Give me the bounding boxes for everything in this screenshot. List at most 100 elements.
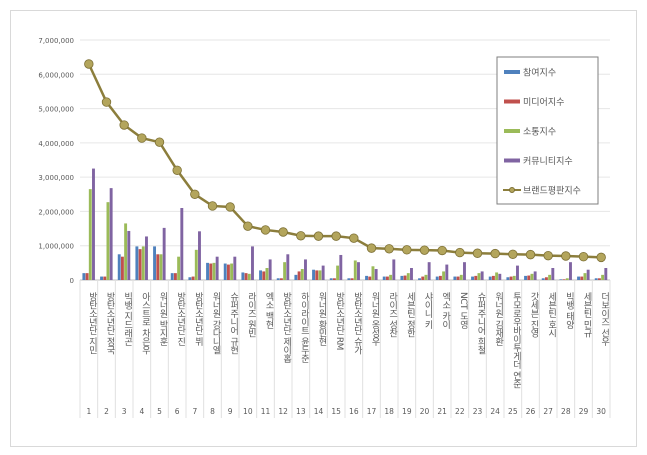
y-tick-label: 3,000,000 <box>38 174 74 182</box>
y-tick-label: 1,000,000 <box>38 243 74 251</box>
bar-소통지수 <box>88 189 92 280</box>
bar-커뮤니티지수 <box>304 259 307 280</box>
x-rank-label: 12 <box>278 407 288 416</box>
y-tick-label: 7,000,000 <box>38 37 74 45</box>
bar-미디어지수 <box>562 279 566 280</box>
x-rank-label: 25 <box>508 407 518 416</box>
bar-참여지수 <box>365 275 368 280</box>
bar-소통지수 <box>495 272 499 280</box>
line-point <box>172 165 182 175</box>
bar-참여지수 <box>82 273 86 280</box>
legend-swatch <box>504 99 520 104</box>
x-rank-label: 21 <box>437 407 447 416</box>
bar-소통지수 <box>583 273 587 280</box>
bar-소통지수 <box>283 262 287 280</box>
y-tick-label: 4,000,000 <box>38 140 74 148</box>
bar-미디어지수 <box>421 276 425 280</box>
line-point <box>154 137 165 147</box>
bar-미디어지수 <box>438 275 442 280</box>
bar-미디어지수 <box>332 278 336 280</box>
x-category-label: 샤이니 키 <box>423 292 433 330</box>
x-rank-label: 8 <box>210 407 215 416</box>
bar-미디어지수 <box>527 275 531 280</box>
x-rank-label: 5 <box>157 407 162 416</box>
line-point <box>101 97 112 107</box>
x-category-label: 방탄소년단 지민 <box>87 292 97 354</box>
x-category-label: 방탄소년단 정국 <box>105 292 115 355</box>
bar-소통지수 <box>389 274 393 280</box>
bar-미디어지수 <box>138 249 142 280</box>
bar-참여지수 <box>488 276 492 280</box>
bar-커뮤니티지수 <box>321 265 325 280</box>
legend-swatch <box>504 158 520 163</box>
bar-미디어지수 <box>544 277 548 280</box>
x-rank-label: 22 <box>455 407 465 416</box>
x-category-label: 엑소 카이 <box>440 291 450 330</box>
bar-커뮤니티지수 <box>286 254 290 280</box>
bar-소통지수 <box>442 271 446 280</box>
bar-커뮤니티지수 <box>374 269 378 280</box>
bar-소통지수 <box>318 270 322 280</box>
bar-미디어지수 <box>209 263 213 280</box>
bar-미디어지수 <box>315 270 319 280</box>
x-rank-label: 20 <box>420 407 430 416</box>
x-rank-label: 2 <box>104 407 109 416</box>
bar-참여지수 <box>206 262 209 280</box>
bar-소통지수 <box>124 223 128 280</box>
bar-커뮤니티지수 <box>215 256 219 280</box>
bar-소통지수 <box>212 262 216 280</box>
legend-swatch <box>504 70 520 74</box>
line-point <box>561 251 571 261</box>
bar-커뮤니티지수 <box>498 273 502 280</box>
bar-소통지수 <box>336 265 340 280</box>
x-category-label: 갓세븐 진영 <box>529 292 539 337</box>
x-rank-label: 19 <box>402 407 412 416</box>
x-category-label: 더보이즈 선우 <box>599 292 609 347</box>
bar-커뮤니티지수 <box>516 265 519 280</box>
bar-커뮤니티지수 <box>357 262 360 280</box>
bar-미디어지수 <box>120 256 124 280</box>
bar-참여지수 <box>577 276 580 280</box>
bar-미디어지수 <box>297 271 301 280</box>
bar-커뮤니티지수 <box>268 259 272 280</box>
x-category-label: 하이라이트 윤두준 <box>299 292 309 363</box>
line-point <box>525 249 536 260</box>
bar-참여지수 <box>329 278 333 280</box>
bar-소통지수 <box>530 273 534 280</box>
bar-참여지수 <box>312 269 315 280</box>
line-point <box>296 231 306 241</box>
x-category-label: 빅뱅 지드래곤 <box>122 292 132 346</box>
bar-참여지수 <box>259 270 262 280</box>
bar-소통지수 <box>477 273 481 280</box>
bar-소통지수 <box>459 274 463 280</box>
bar-커뮤니티지수 <box>533 271 537 280</box>
bar-미디어지수 <box>191 276 195 280</box>
bar-커뮤니티지수 <box>445 264 449 280</box>
bar-미디어지수 <box>226 264 230 280</box>
legend-swatch <box>504 129 520 133</box>
x-category-label: 워너원 박지훈 <box>158 292 168 346</box>
x-rank-label: 13 <box>296 407 306 416</box>
bar-소통지수 <box>194 249 198 280</box>
bar-미디어지수 <box>580 276 584 280</box>
bar-미디어지수 <box>474 275 478 280</box>
line-point <box>490 248 500 259</box>
x-rank-label: 15 <box>331 407 341 416</box>
line-point <box>84 59 94 69</box>
x-rank-label: 10 <box>243 407 253 416</box>
line-point <box>243 221 253 231</box>
line-point <box>260 225 271 235</box>
line-point <box>207 201 218 211</box>
bar-소통지수 <box>247 273 251 280</box>
x-category-label: 라이즈 성찬 <box>387 292 397 337</box>
legend-label: 참여지수 <box>523 67 556 79</box>
bar-커뮤니티지수 <box>392 259 396 280</box>
y-tick-label: 6,000,000 <box>38 71 74 79</box>
x-category-label: 엑소 백현 <box>264 291 274 329</box>
bar-커뮤니티지수 <box>604 268 608 280</box>
legend-label: 브랜드평판지수 <box>523 186 581 197</box>
bar-참여지수 <box>188 277 192 280</box>
x-category-label: 슈퍼주니어 규현 <box>228 292 238 354</box>
